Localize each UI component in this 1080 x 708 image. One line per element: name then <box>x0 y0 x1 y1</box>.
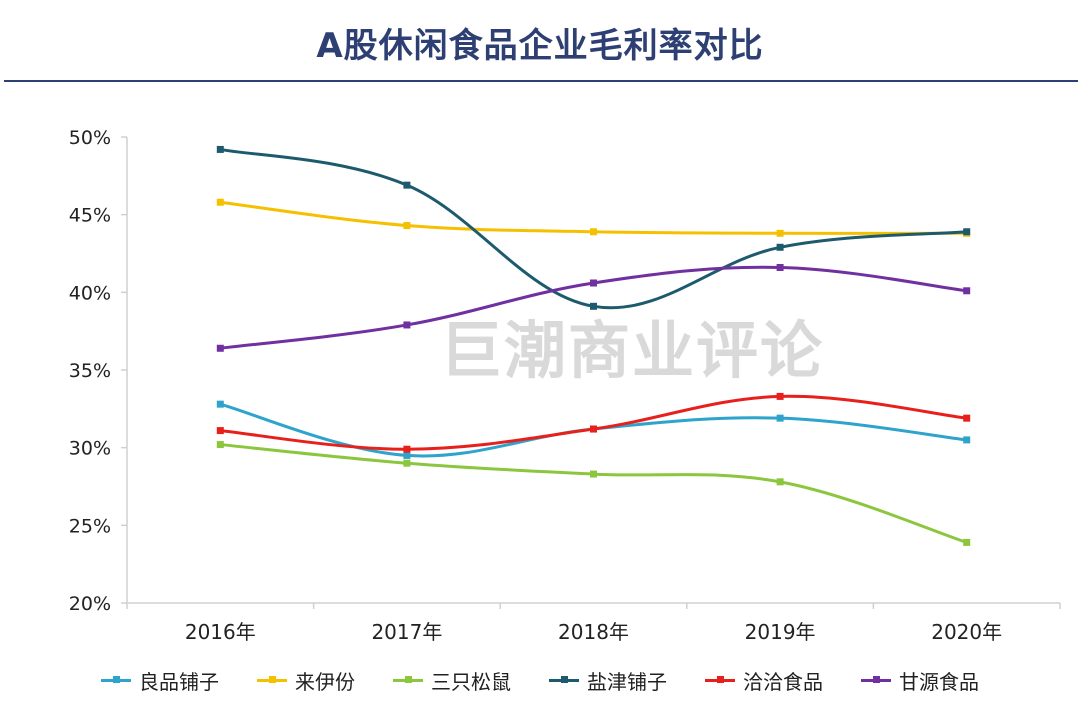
data-point <box>776 229 784 237</box>
data-point <box>963 414 971 422</box>
legend-swatch <box>861 676 891 683</box>
chart-axes: 20% 25% 30% 35% 40% 45% 50% 2016年 2017年 2018年 2019… <box>69 127 1061 644</box>
series-2 <box>216 441 971 546</box>
watermark: 巨潮商业评论 <box>440 314 825 387</box>
y-tick-label: 20% <box>69 593 111 615</box>
x-tick-label: 2017年 <box>371 620 442 644</box>
title-divider <box>4 80 1078 82</box>
legend-label: 洽洽食品 <box>743 670 823 694</box>
series-3 <box>216 145 971 310</box>
legend-item: 来伊份 <box>257 666 355 695</box>
data-point <box>963 436 971 444</box>
legend-item: 三只松鼠 <box>393 666 511 695</box>
series-5 <box>216 263 971 352</box>
data-point <box>590 470 597 478</box>
legend-swatch <box>393 676 423 683</box>
data-point <box>963 538 971 546</box>
legend-swatch <box>257 676 287 683</box>
y-tick-label: 35% <box>69 360 111 382</box>
data-point <box>216 344 224 352</box>
data-point <box>403 451 411 459</box>
data-point <box>403 181 411 189</box>
data-point <box>403 445 411 453</box>
data-point <box>403 222 411 230</box>
legend-swatch <box>705 676 735 683</box>
x-tick-label: 2018年 <box>558 620 629 644</box>
data-point <box>776 263 784 271</box>
data-point <box>590 279 597 287</box>
chart-series <box>216 145 971 546</box>
legend-label: 良品铺子 <box>139 670 219 694</box>
y-tick-label: 25% <box>69 515 111 537</box>
data-point <box>403 459 411 467</box>
data-point <box>590 302 597 310</box>
legend-item: 洽洽食品 <box>705 666 823 695</box>
data-point <box>216 145 224 153</box>
data-point <box>216 400 224 408</box>
series-line <box>220 443 968 544</box>
legend-swatch <box>549 676 579 683</box>
y-tick-label: 40% <box>69 282 111 304</box>
data-point <box>776 243 784 251</box>
data-point <box>590 228 597 236</box>
data-point <box>403 321 411 329</box>
legend-item: 良品铺子 <box>101 666 219 695</box>
data-point <box>216 198 224 206</box>
y-tick-label: 30% <box>69 438 111 460</box>
data-point <box>776 478 784 486</box>
chart-title: A股休闲食品企业毛利率对比 <box>316 26 764 66</box>
chart-legend: 良品铺子 来伊份 三只松鼠 盐津铺子 洽洽食品 甘源食品 <box>0 666 1080 695</box>
data-point <box>776 414 784 422</box>
data-point <box>963 287 971 295</box>
series-1 <box>216 198 971 237</box>
data-point <box>216 427 224 435</box>
data-point <box>590 425 597 433</box>
legend-label: 来伊份 <box>295 670 355 694</box>
legend-swatch <box>101 676 131 683</box>
legend-label: 甘源食品 <box>899 670 979 694</box>
x-tick-label: 2020年 <box>931 620 1002 644</box>
legend-label: 三只松鼠 <box>431 670 511 694</box>
data-point <box>776 392 784 400</box>
data-point <box>963 228 971 236</box>
y-tick-label: 50% <box>69 127 111 149</box>
legend-label: 盐津铺子 <box>587 670 667 694</box>
y-tick-label: 45% <box>69 205 111 227</box>
x-tick-label: 2019年 <box>745 620 816 644</box>
series-4 <box>216 392 971 453</box>
legend-item: 甘源食品 <box>861 666 979 695</box>
x-tick-label: 2016年 <box>185 620 256 644</box>
data-point <box>216 441 224 449</box>
legend-item: 盐津铺子 <box>549 666 667 695</box>
